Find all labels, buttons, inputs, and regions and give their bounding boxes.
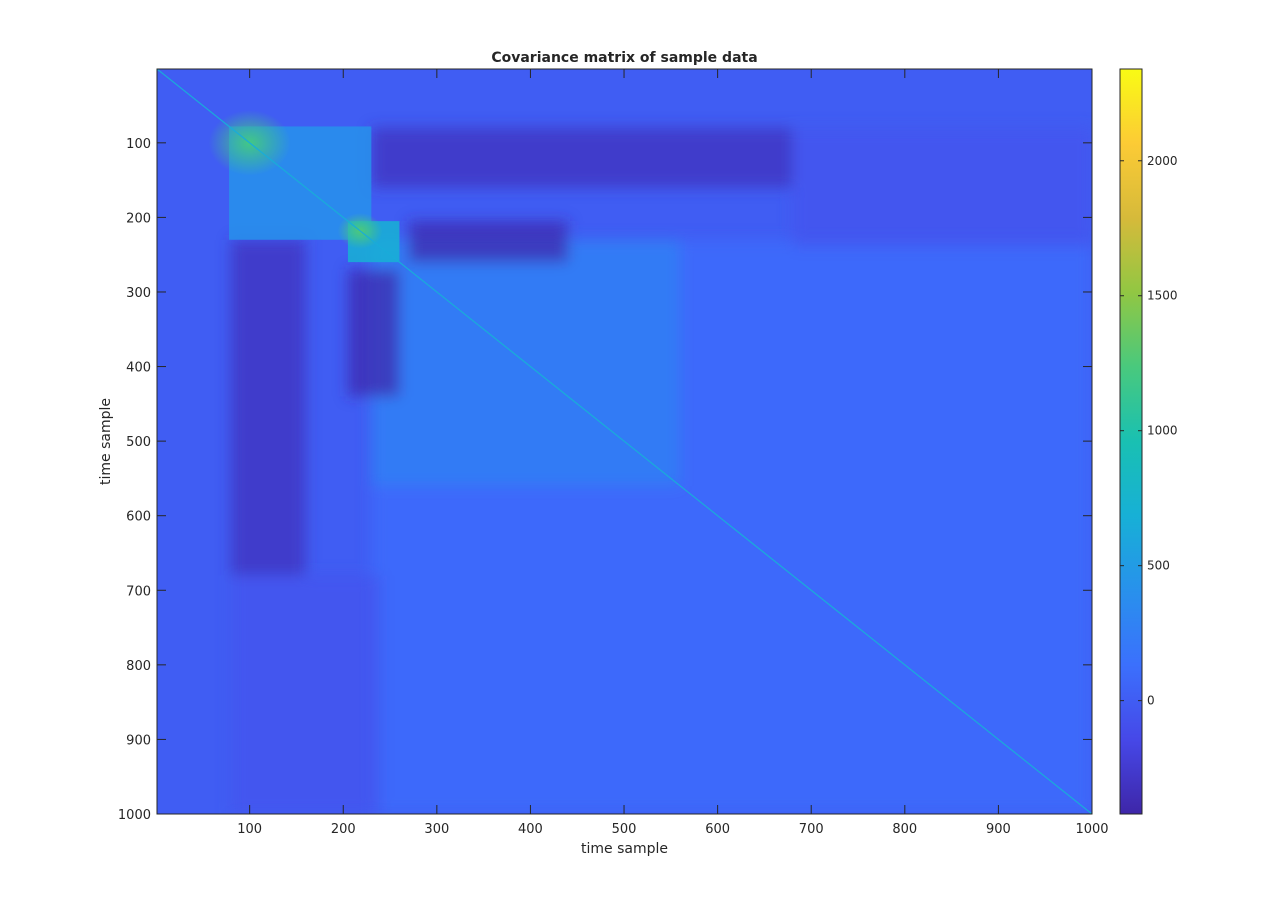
x-tick-label: 1000 bbox=[1075, 822, 1108, 837]
colorbar-tick-label: 2000 bbox=[1147, 154, 1178, 168]
x-axis-label: time sample bbox=[581, 841, 668, 857]
colorbar: 0 500 1000 1500 2000 bbox=[1119, 68, 1178, 815]
heatmap-band bbox=[347, 269, 400, 397]
x-tick-label: 600 bbox=[705, 822, 730, 837]
colorbar-tick-label: 0 bbox=[1147, 694, 1155, 708]
chart-title: Covariance matrix of sample data bbox=[491, 50, 757, 66]
y-tick-label: 900 bbox=[126, 733, 151, 748]
x-tick-label: 800 bbox=[892, 822, 917, 837]
heatmap-image bbox=[157, 69, 1092, 814]
y-tick-label: 400 bbox=[126, 361, 151, 376]
heatmap-band bbox=[230, 239, 306, 576]
y-tick-label: 600 bbox=[126, 510, 151, 525]
plot-axes: 100 200 300 400 500 600 700 800 900 1000 100 200 30… bbox=[118, 68, 1109, 837]
y-tick-label: 700 bbox=[126, 584, 151, 599]
x-tick-label: 700 bbox=[799, 822, 824, 837]
colorbar-gradient bbox=[1120, 69, 1142, 814]
x-tick-label: 300 bbox=[424, 822, 449, 837]
heatmap-band bbox=[408, 221, 568, 263]
y-tick-label: 500 bbox=[126, 435, 151, 450]
y-tick-label: 1000 bbox=[118, 808, 151, 823]
colorbar-ticks: 0 500 1000 1500 2000 bbox=[1120, 154, 1178, 708]
heatmap-band bbox=[371, 127, 793, 188]
x-tick-label: 200 bbox=[331, 822, 356, 837]
y-axis-ticks: 100 200 300 400 500 600 700 800 900 1000 bbox=[118, 137, 1092, 823]
heatmap-diagonal bbox=[157, 69, 1092, 814]
x-tick-label: 100 bbox=[237, 822, 262, 837]
colorbar-tick-label: 1000 bbox=[1147, 424, 1178, 438]
y-axis-label: time sample bbox=[98, 398, 114, 485]
x-tick-label: 500 bbox=[612, 822, 637, 837]
colorbar-frame bbox=[1119, 68, 1143, 815]
colorbar-tick-label: 1500 bbox=[1147, 289, 1178, 303]
y-tick-label: 100 bbox=[126, 137, 151, 152]
heatmap-band bbox=[230, 575, 381, 814]
x-axis-ticks: 100 200 300 400 500 600 700 800 900 1000 bbox=[237, 69, 1109, 837]
y-tick-label: 800 bbox=[126, 659, 151, 674]
x-tick-label: 400 bbox=[518, 822, 543, 837]
y-tick-label: 300 bbox=[126, 286, 151, 301]
colorbar-tick-label: 500 bbox=[1147, 559, 1170, 573]
x-tick-label: 900 bbox=[986, 822, 1011, 837]
y-tick-label: 200 bbox=[126, 211, 151, 226]
heatmap-band bbox=[792, 127, 1092, 248]
